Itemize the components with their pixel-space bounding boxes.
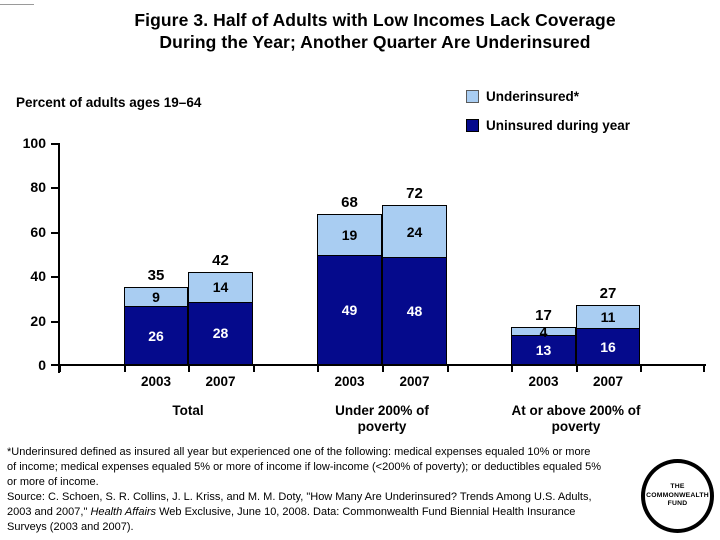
figure-title-line1: Figure 3. Half of Adults with Low Income… [134,10,616,30]
bar-total-label: 35 [147,267,165,285]
bar-total-label: 68 [341,194,358,212]
y-tick [51,276,59,278]
footnote-definition-line1: *Underinsured defined as insured all yea… [7,446,591,458]
x-tick [447,366,449,372]
segment-value: 24 [406,223,423,240]
commonwealth-fund-logo: THE COMMONWEALTH FUND [641,459,714,533]
bar-under200-2007: 72 24 48 [382,185,447,365]
legend-item-uninsured: Uninsured during year [466,118,630,133]
segment-value: 49 [341,302,358,319]
legend-item-underinsured: Underinsured* [466,89,630,104]
x-tick [59,366,61,372]
underinsured-swatch-icon [466,90,479,103]
segment-uninsured: 49 [317,256,382,365]
bar-total-label: 17 [535,307,552,325]
footnote-definition-line3: or more of income. [7,476,99,488]
segment-value: 4 [539,323,548,340]
legend-label-underinsured: Underinsured* [486,89,580,104]
segment-underinsured: 11 [576,305,640,330]
x-category-label: 2007 [205,374,236,389]
y-axis-line [58,143,60,373]
x-category-label: 2007 [592,374,624,389]
x-tick [188,366,190,372]
y-tick-label: 100 [22,135,46,151]
footnote-source-line2: 2003 and 2007," Health Affairs Web Exclu… [7,505,601,520]
x-tick [640,366,642,372]
x-tick [382,366,384,372]
bar-chart-plot-area: 100 80 60 40 20 0 35 9 26 42 14 28 68 [23,135,706,434]
segment-uninsured: 13 [511,336,576,365]
uninsured-swatch-icon [466,119,479,132]
segment-uninsured: 16 [576,329,640,365]
figure-title: Figure 3. Half of Adults with Low Income… [45,9,705,53]
x-tick [703,366,705,372]
segment-value: 9 [152,289,160,306]
footnote-source-line3: Surveys (2003 and 2007). [7,521,134,533]
bar-above200-2003: 17 4 13 [511,307,576,365]
x-category-label: 2003 [334,374,365,389]
logo-line3: FUND [667,500,688,508]
bar-total-2003: 35 9 26 [124,267,188,365]
segment-underinsured: 9 [124,287,188,308]
segment-value: 28 [212,325,229,342]
segment-uninsured: 26 [124,307,188,365]
x-tick [253,366,255,372]
bar-under200-2003: 68 19 49 [317,194,382,365]
segment-underinsured: 4 [511,324,576,340]
segment-underinsured: 19 [317,214,382,257]
x-category-label: 2003 [140,374,172,389]
figure-title-line2: During the Year; Another Quarter Are Und… [159,32,591,52]
logo-line2: COMMONWEALTH [646,491,709,499]
footnote: *Underinsured defined as insured all yea… [7,445,601,535]
slide-edge-line [0,4,34,5]
segment-value: 13 [535,342,552,359]
segment-uninsured: 48 [382,258,447,365]
footnote-definition-line2: of income; medical expenses equaled 5% o… [7,461,602,473]
segment-underinsured: 24 [382,205,447,259]
footnote-source-line2-pre: 2003 and 2007," [7,506,91,518]
bar-total-label: 27 [599,285,617,303]
y-tick [51,187,59,189]
bar-total-label: 72 [406,185,423,203]
footnote-source-line2-post: Web Exclusive, June 10, 2008. Data: Comm… [156,506,576,518]
y-tick [51,321,59,323]
segment-value: 14 [212,279,229,296]
y-tick [51,232,59,234]
y-tick-label: 80 [30,179,46,195]
footnote-journal-name: Health Affairs [90,506,157,518]
bar-total-label: 42 [212,251,229,269]
logo-line1: THE [670,483,685,491]
segment-value: 19 [341,227,358,244]
segment-value: 26 [148,327,164,344]
x-axis-line [58,364,706,366]
group-label-under200: Under 200% of poverty [335,403,429,434]
footnote-source-line1: Source: C. Schoen, S. R. Collins, J. L. … [7,491,592,503]
segment-value: 48 [406,303,423,320]
y-tick-label: 60 [30,224,46,240]
segment-value: 11 [600,309,616,326]
bar-total-2007: 42 14 28 [188,252,253,365]
x-tick [576,366,578,372]
x-category-label: 2003 [528,374,559,389]
group-label-above200: At or above 200% of poverty [511,403,641,434]
bar-above200-2007: 27 11 16 [576,285,640,365]
x-tick [124,366,126,372]
x-category-label: 2007 [399,374,430,389]
legend-label-uninsured: Uninsured during year [486,118,631,133]
y-tick-label: 40 [30,268,46,284]
chart-legend: Underinsured* Uninsured during year [466,89,630,133]
group-label-total: Total [172,403,204,418]
x-tick [317,366,319,372]
y-tick [51,143,59,145]
y-tick-label: 20 [30,313,46,329]
segment-underinsured: 14 [188,271,253,303]
x-tick [511,366,513,372]
y-axis-unit-label: Percent of adults ages 19–64 [16,95,202,110]
segment-value: 16 [600,338,616,355]
y-tick [51,364,59,366]
y-tick-label: 0 [38,357,46,373]
segment-uninsured: 28 [188,302,253,365]
